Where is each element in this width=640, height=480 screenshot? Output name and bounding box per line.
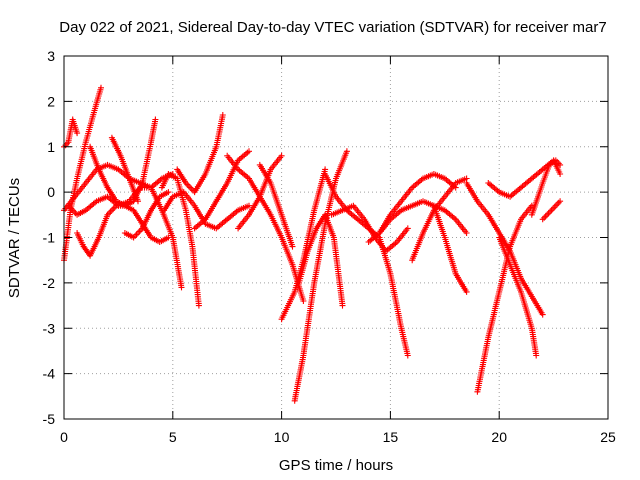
y-tick-label: -5 [43,411,56,427]
series-markers [463,180,546,318]
series-sat-track-09 [158,171,202,309]
series-sat-track-07 [108,134,141,205]
series-markers [376,198,470,236]
series-sat-track-05 [74,116,159,259]
series-sat-track-22 [376,198,470,236]
series-sat-track-26 [474,202,535,395]
series-markers [161,189,252,232]
series-sat-track-30 [539,198,564,223]
data-points [61,84,564,404]
y-tick-label: 0 [47,184,55,200]
x-axis-label: GPS time / hours [279,457,393,474]
x-tick-label: 10 [274,429,290,445]
series-markers [108,134,141,205]
y-tick-label: -2 [43,275,56,291]
series-sat-track-27 [496,234,540,359]
x-tick-label: 20 [491,429,507,445]
series-markers [528,157,564,218]
series-sat-track-11 [174,112,226,196]
x-tick-label: 25 [600,429,616,445]
series-sat-track-15 [256,161,296,250]
x-tick-label: 5 [169,429,177,445]
axis-ticks: 0 5 10 15 20 25 -5 -4 -3 -2 -1 0 1 2 3 [43,48,616,445]
series-sat-track-25 [463,180,546,318]
series-markers [158,171,202,309]
y-tick-label: -1 [43,230,56,246]
series-sat-track-10 [161,189,252,232]
x-tick-label: 15 [383,429,399,445]
series-sat-track-17 [291,148,350,404]
y-tick-label: -4 [43,366,56,382]
series-markers [74,116,159,259]
series-sat-track-06 [87,143,172,245]
series-markers [474,202,535,395]
series-markers [496,234,540,359]
series-markers [296,211,346,309]
series-sat-track-29 [528,157,564,218]
series-markers [539,198,564,223]
chart-title: Day 022 of 2021, Sidereal Day-to-day VTE… [59,19,606,36]
y-tick-label: 1 [47,139,55,155]
series-markers [87,143,172,245]
y-tick-label: -3 [43,320,56,336]
y-tick-label: 3 [47,48,55,64]
series-markers [121,189,172,241]
series-sat-track-18 [296,211,346,309]
series-markers [174,112,226,196]
series-sat-track-16 [278,166,329,323]
series-markers [291,148,350,404]
series-markers [278,166,329,323]
series-sat-track-08 [121,189,172,241]
y-tick-label: 2 [47,93,55,109]
x-tick-label: 0 [60,429,68,445]
y-axis-label: SDTVAR / TECUs [6,178,23,298]
series-markers [256,161,296,250]
series-markers [430,202,470,295]
series-sat-track-24 [430,202,470,295]
